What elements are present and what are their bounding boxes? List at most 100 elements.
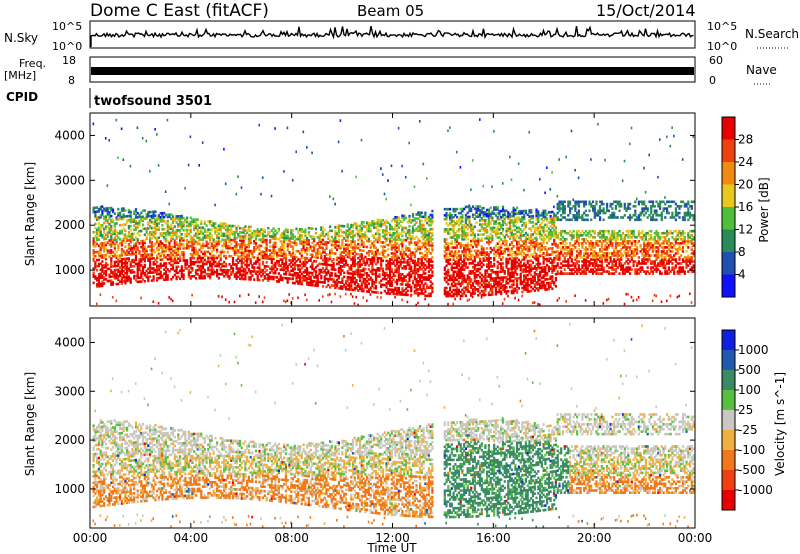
scatter-point (272, 241, 275, 245)
scatter-point (330, 235, 333, 239)
scatter-point (283, 234, 286, 237)
scatter-point (496, 266, 499, 270)
scatter-point (456, 266, 459, 269)
scatter-point (182, 239, 185, 242)
scatter-point (475, 275, 478, 279)
scatter-point (126, 239, 129, 242)
scatter-point (104, 207, 108, 210)
scatter-point (489, 269, 492, 272)
scatter-point (189, 277, 192, 280)
scatter-point (96, 250, 99, 254)
scatter-point (221, 250, 224, 254)
scatter-point (115, 272, 118, 276)
scatter-point (166, 221, 169, 225)
scatter-point (477, 255, 480, 259)
scatter-point (487, 285, 490, 288)
scatter-point (466, 278, 469, 281)
scatter-point (493, 283, 496, 286)
scatter-point (344, 231, 348, 234)
scatter-point (281, 278, 284, 282)
scatter-point (360, 249, 363, 252)
scatter-point (186, 246, 189, 250)
scatter-point (343, 255, 346, 258)
scatter-point (484, 237, 487, 240)
scatter-point (290, 241, 293, 244)
scatter-point (523, 256, 526, 259)
scatter-point (450, 274, 453, 278)
scatter-point (306, 277, 309, 280)
scatter-point (466, 254, 469, 257)
scatter-point (231, 232, 235, 236)
scatter-point (156, 270, 159, 274)
scatter-point (487, 273, 490, 276)
scatter-point (422, 162, 425, 166)
scatter-point (163, 256, 166, 259)
scatter-point (424, 213, 427, 217)
scatter-point (124, 237, 127, 240)
scatter-point (321, 238, 325, 242)
scatter-point (316, 284, 319, 288)
scatter-point (479, 285, 482, 289)
scatter-point (103, 207, 106, 211)
scatter-point (134, 250, 138, 254)
scatter-point (235, 228, 238, 232)
scatter-point (200, 250, 203, 254)
scatter-point (369, 244, 372, 247)
scatter-point (445, 286, 448, 290)
scatter-point (323, 234, 326, 238)
scatter-point (427, 258, 430, 261)
scatter-point (457, 224, 460, 227)
scatter-point (270, 265, 273, 269)
scatter-point (143, 249, 146, 253)
scatter-point (464, 217, 467, 221)
scatter-point (175, 229, 178, 232)
scatter-point (267, 277, 270, 280)
scatter-point (198, 226, 201, 229)
scatter-point (514, 218, 517, 222)
scatter-point (136, 238, 139, 241)
scatter-point (299, 230, 302, 233)
scatter-point (254, 232, 258, 235)
scatter-point (523, 213, 526, 217)
scatter-point (350, 266, 353, 269)
scatter-point (323, 249, 326, 252)
scatter-point (113, 275, 116, 278)
scatter-point (408, 235, 411, 238)
scatter-point (353, 264, 356, 268)
scatter-point (99, 248, 102, 251)
scatter-point (240, 235, 243, 238)
scatter-point (392, 260, 395, 263)
scatter-point (517, 258, 520, 262)
scatter-point (408, 247, 411, 250)
scatter-point (269, 267, 272, 270)
scatter-point (419, 239, 422, 243)
scatter-point (327, 269, 330, 273)
scatter-point (108, 215, 111, 218)
scatter-point (99, 282, 102, 286)
scatter-point (173, 241, 176, 244)
scatter-point (179, 255, 182, 258)
scatter-point (304, 232, 307, 236)
scatter-point (99, 276, 102, 280)
scatter-point (519, 234, 522, 237)
scatter-point (221, 222, 224, 225)
scatter-point (145, 249, 148, 253)
scatter-point (505, 276, 508, 279)
scatter-point (528, 290, 531, 293)
scatter-point (110, 214, 113, 218)
scatter-point (122, 207, 125, 210)
scatter-point (120, 268, 123, 271)
scatter-point (482, 247, 485, 250)
scatter-point (505, 241, 508, 245)
scatter-point (431, 232, 434, 235)
scatter-point (145, 253, 148, 257)
scatter-point (147, 257, 150, 260)
scatter-point (360, 287, 363, 291)
scatter-point (470, 188, 472, 191)
scatter-point (269, 239, 272, 242)
scatter-point (179, 241, 182, 244)
scatter-point (99, 274, 102, 278)
scatter-point (380, 245, 383, 248)
scatter-point (302, 230, 305, 233)
scatter-point (348, 282, 351, 285)
